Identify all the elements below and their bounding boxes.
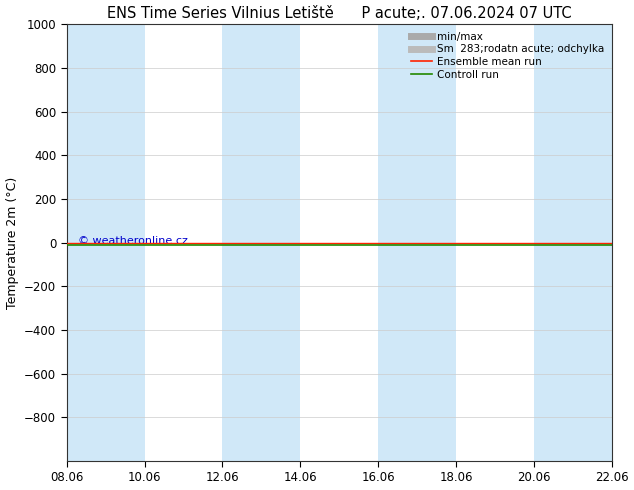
Bar bbox=[378, 24, 456, 461]
Legend: min/max, Sm  283;rodatn acute; odchylka, Ensemble mean run, Controll run: min/max, Sm 283;rodatn acute; odchylka, … bbox=[409, 30, 607, 82]
Title: ENS Time Series Vilnius Letiště      P acute;. 07.06.2024 07 UTC: ENS Time Series Vilnius Letiště P acute;… bbox=[107, 5, 571, 21]
Bar bbox=[534, 24, 612, 461]
Bar bbox=[67, 24, 145, 461]
Bar bbox=[223, 24, 301, 461]
Y-axis label: Temperature 2m (°C): Temperature 2m (°C) bbox=[6, 176, 18, 309]
Text: © weatheronline.cz: © weatheronline.cz bbox=[77, 236, 188, 245]
